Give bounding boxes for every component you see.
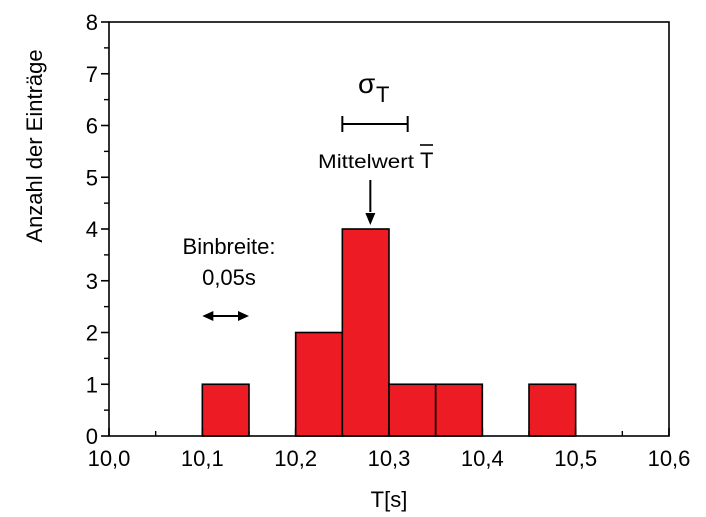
mean-annotation: Mittelwert T	[318, 144, 433, 225]
x-axis-label: T[s]	[371, 487, 408, 512]
y-tick-label: 4	[86, 217, 98, 242]
x-tick-label: 10,4	[461, 446, 504, 471]
bar-5	[528, 383, 577, 437]
y-tick-label: 2	[86, 321, 98, 346]
binwidth-label-line1: Binbreite:	[183, 234, 276, 259]
binwidth-annotation: Binbreite: 0,05s	[183, 234, 276, 321]
sigma-annotation: σ T	[341, 68, 409, 132]
double-arrow-left-head	[202, 311, 214, 321]
y-tick-label: 8	[86, 10, 98, 35]
x-tick-label: 10,3	[368, 446, 411, 471]
y-tick-label: 0	[86, 424, 98, 449]
double-arrow-icon	[202, 311, 249, 321]
bar-2	[341, 228, 390, 437]
y-tick-label: 1	[86, 372, 98, 397]
axes-group: 10,0 10,1 10,2 10,3 10,4 10,5 10,6 0 1 2 3 4 5 6 7 8	[86, 10, 691, 471]
x-tick-label: 10,1	[181, 446, 224, 471]
bar-0	[201, 383, 250, 437]
bar-1	[294, 331, 344, 437]
mean-arrow-head	[365, 213, 376, 225]
y-tick-label: 6	[86, 114, 98, 139]
sigma-symbol: σ	[358, 68, 375, 99]
bar-3	[388, 383, 437, 437]
sigma-range-bracket	[341, 116, 409, 132]
y-tick-label: 3	[86, 269, 98, 294]
sigma-subscript: T	[376, 82, 389, 107]
x-tick-label: 10,6	[648, 446, 691, 471]
bars-group	[201, 228, 577, 437]
y-tick-label: 5	[86, 165, 98, 190]
x-tick-label: 10,2	[274, 446, 317, 471]
mean-label: Mittelwert	[318, 152, 415, 173]
y-tick-label: 7	[86, 62, 98, 87]
mean-symbol: T	[420, 148, 433, 173]
x-tick-label: 10,5	[554, 446, 597, 471]
double-arrow-right-head	[238, 311, 249, 321]
binwidth-label-line2: 0,05s	[202, 265, 256, 290]
bar-4	[434, 383, 484, 437]
y-axis-label: Anzahl der Einträge	[22, 49, 47, 242]
x-tick-label: 10,0	[88, 446, 131, 471]
down-arrow-icon	[365, 180, 376, 225]
